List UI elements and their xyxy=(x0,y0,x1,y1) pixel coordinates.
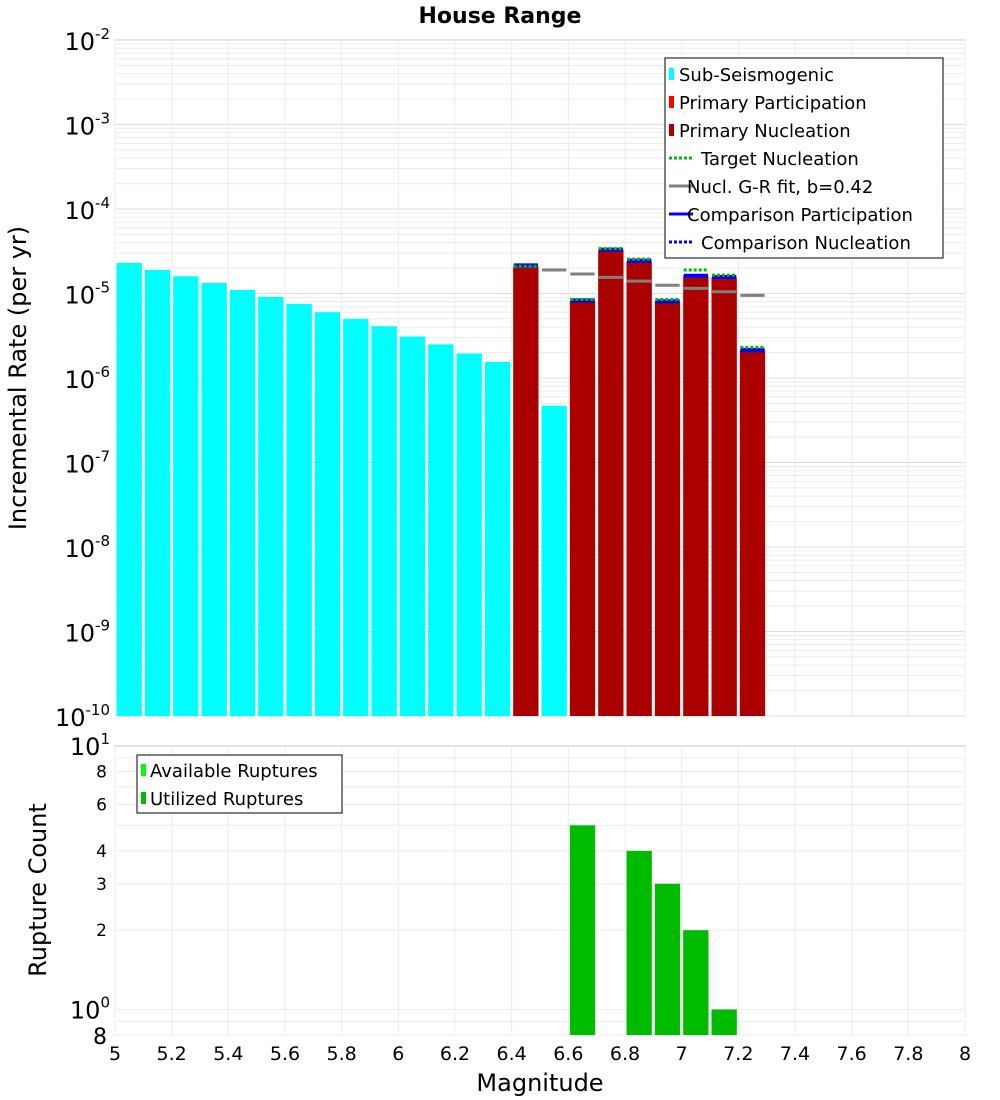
sub-seismogenic-bar xyxy=(399,336,426,716)
y-tick-label: 10-3 xyxy=(64,110,110,141)
primary-nucleation-bar xyxy=(598,249,624,716)
sub-seismogenic-bar xyxy=(456,353,482,716)
count-x-ticks: 5 5.2 5.4 5.6 5.8 6 6.2 6.4 6.6 6.8 7 7.2 7.4 7.6 7.8 8 xyxy=(109,1043,971,1065)
primary-nucleation-bar xyxy=(654,301,681,716)
y-tick-label: 10-4 xyxy=(64,194,110,225)
rate-plot-bars xyxy=(116,249,766,716)
x-tick-label: 6.2 xyxy=(440,1043,470,1065)
y-tick-label: 8 xyxy=(96,763,107,783)
chart-title: House Range xyxy=(419,4,582,29)
x-tick-label: 7.6 xyxy=(837,1043,867,1065)
sub-seismogenic-bar xyxy=(371,326,397,716)
utilized-ruptures-bar xyxy=(569,825,596,1035)
y-tick-label: 4 xyxy=(96,842,107,862)
y-tick-label: 3 xyxy=(96,875,107,895)
primary-nucleation-bar xyxy=(513,266,539,716)
x-tick-label: 6.4 xyxy=(497,1043,527,1065)
sub-seismogenic-bar xyxy=(258,296,284,716)
sub-seismogenic-bar xyxy=(428,344,454,716)
sub-seismogenic-bar xyxy=(541,405,567,716)
legend-box xyxy=(136,754,343,814)
sub-seismogenic-bar xyxy=(116,262,142,716)
y-tick-label: 10-10 xyxy=(55,701,110,732)
utilized-ruptures-bar xyxy=(654,883,681,1035)
legend-box xyxy=(664,57,944,259)
x-tick-label: 7 xyxy=(676,1043,688,1065)
y-tick-label: 6 xyxy=(96,795,107,815)
count-legend: Available Ruptures Utilized Ruptures xyxy=(136,754,343,814)
y-tick-label: 2 xyxy=(96,921,107,941)
legend-swatch xyxy=(669,124,674,136)
primary-nucleation-bar xyxy=(711,277,737,716)
y-tick-label: 100 xyxy=(70,993,110,1024)
legend-label: Primary Participation xyxy=(679,93,867,114)
legend-label: Comparison Nucleation xyxy=(701,233,911,254)
rate-legend: Sub-Seismogenic Primary Participation Prim… xyxy=(664,57,944,259)
sub-seismogenic-bar xyxy=(201,283,227,716)
legend-label: Available Ruptures xyxy=(150,761,318,782)
x-tick-label: 5 xyxy=(109,1043,121,1065)
x-axis-label: Magnitude xyxy=(476,1069,603,1097)
y-tick-label: 8 xyxy=(93,1025,107,1050)
x-tick-label: 7.4 xyxy=(780,1043,810,1065)
legend-label: Sub-Seismogenic xyxy=(679,65,834,86)
legend-swatch xyxy=(141,792,146,804)
sub-seismogenic-bar xyxy=(343,318,369,716)
count-y-axis-label: Rupture Count xyxy=(24,803,52,977)
y-tick-label: 10-5 xyxy=(64,279,110,310)
y-tick-label: 10-7 xyxy=(64,448,110,479)
sub-seismogenic-bar xyxy=(484,361,511,716)
rate-plot-lines xyxy=(513,247,765,353)
y-tick-label: 10-2 xyxy=(64,25,110,56)
x-tick-label: 6 xyxy=(392,1043,404,1065)
x-tick-label: 8 xyxy=(959,1043,971,1065)
x-tick-label: 5.8 xyxy=(327,1043,357,1065)
sub-seismogenic-bar xyxy=(286,304,312,716)
primary-nucleation-bar xyxy=(739,350,766,716)
utilized-ruptures-bar xyxy=(626,850,652,1035)
count-plot-bars xyxy=(569,825,737,1035)
primary-nucleation-bar xyxy=(683,276,709,716)
utilized-ruptures-bar xyxy=(711,1009,737,1035)
legend-label: Nucl. G-R fit, b=0.42 xyxy=(687,177,873,198)
y-tick-label: 10-6 xyxy=(64,363,110,394)
x-tick-label: 5.2 xyxy=(157,1043,187,1065)
legend-label: Comparison Participation xyxy=(687,205,913,226)
legend-label: Primary Nucleation xyxy=(679,121,851,142)
x-tick-label: 7.8 xyxy=(893,1043,923,1065)
x-tick-label: 7.2 xyxy=(723,1043,753,1065)
x-tick-label: 6.8 xyxy=(610,1043,640,1065)
legend-label: Utilized Ruptures xyxy=(150,789,303,810)
legend-swatch xyxy=(669,96,674,108)
rate-plot: 10-2 10-3 10-4 10-5 10-6 10-7 10-8 10-9 10-10 In… xyxy=(4,25,966,732)
y-tick-label: 101 xyxy=(70,730,110,761)
sub-seismogenic-bar xyxy=(229,290,256,716)
legend-swatch xyxy=(141,764,146,776)
sub-seismogenic-bar xyxy=(314,312,341,716)
primary-nucleation-bar xyxy=(569,300,596,716)
primary-nucleation-bar xyxy=(626,261,652,716)
x-tick-label: 5.4 xyxy=(213,1043,243,1065)
y-tick-label: 10-8 xyxy=(64,532,110,563)
rate-y-axis-label: Incremental Rate (per yr) xyxy=(4,226,32,530)
rate-y-ticks: 10-2 10-3 10-4 10-5 10-6 10-7 10-8 10-9 10-10 xyxy=(55,25,110,732)
sub-seismogenic-bar xyxy=(173,276,199,716)
legend-swatch xyxy=(669,68,674,80)
y-tick-label: 10-9 xyxy=(64,617,110,648)
utilized-ruptures-bar xyxy=(683,930,709,1035)
sub-seismogenic-bar xyxy=(144,269,171,716)
x-tick-label: 6.6 xyxy=(553,1043,583,1065)
legend-label: Target Nucleation xyxy=(700,149,859,170)
x-tick-label: 5.6 xyxy=(270,1043,300,1065)
